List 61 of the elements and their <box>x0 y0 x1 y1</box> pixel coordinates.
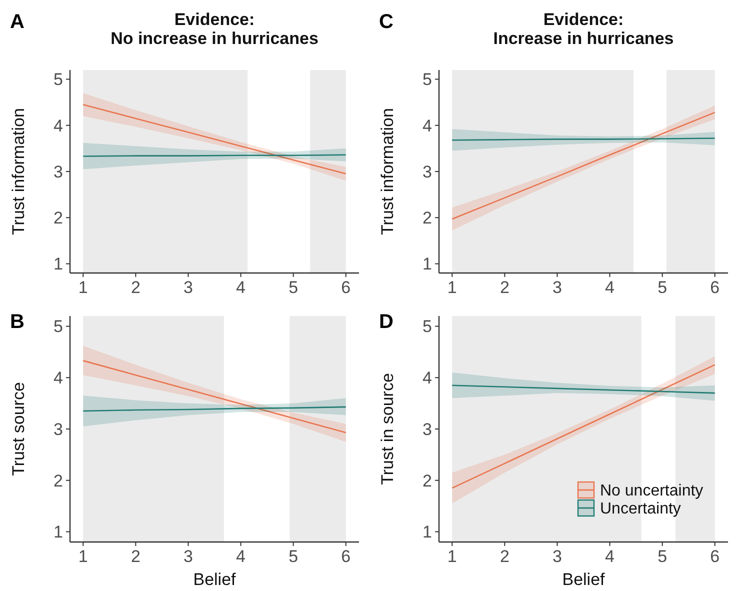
x-tick-label: 5 <box>288 547 298 566</box>
y-tick-label: 1 <box>54 254 63 274</box>
x-tick-label: 3 <box>183 278 193 297</box>
y-tick-label: 4 <box>422 368 432 388</box>
line-series <box>82 104 347 174</box>
chart-title: Evidence: No increase in hurricanes <box>110 10 318 48</box>
x-tick-label: 3 <box>183 547 193 566</box>
x-tick-label: 4 <box>605 278 615 297</box>
y-axis-title: Trust in source <box>378 373 397 485</box>
line-series <box>82 360 347 434</box>
text: A <box>10 11 24 33</box>
y-tick-label: 4 <box>54 368 63 388</box>
x-tick-label: 1 <box>78 547 88 566</box>
x-tick-label: 5 <box>288 278 298 297</box>
line-series <box>451 384 716 394</box>
y-tick-label: 1 <box>422 254 432 274</box>
y-tick-label: 1 <box>422 522 432 542</box>
x-tick-label: 2 <box>130 278 140 297</box>
y-tick-label: 3 <box>422 420 432 439</box>
y-tick-label: 4 <box>54 116 63 136</box>
x-tick-label: 5 <box>658 547 668 566</box>
text: B <box>10 311 24 333</box>
x-tick-label: 6 <box>341 547 351 566</box>
y-tick-label: 2 <box>54 208 63 228</box>
y-tick-label: 5 <box>422 70 432 90</box>
y-axis-title: Trust information <box>9 108 28 235</box>
x-tick-label: 2 <box>500 278 510 297</box>
y-tick-label: 1 <box>54 522 63 542</box>
y-axis-title: Trust source <box>9 382 28 476</box>
x-tick-label: 2 <box>500 547 510 566</box>
y-tick-label: 5 <box>422 317 432 336</box>
x-tick-label: 6 <box>710 547 720 566</box>
x-tick-label: 1 <box>447 278 457 297</box>
x-axis-title: Belief <box>562 570 606 589</box>
y-tick-label: 3 <box>54 420 63 439</box>
y-axis-title: Trust information <box>378 108 397 235</box>
x-tick-label: 3 <box>552 547 562 566</box>
x-tick-label: 4 <box>236 547 246 566</box>
y-tick-label: 4 <box>422 116 432 136</box>
y-tick-label: 2 <box>422 208 432 228</box>
text: C <box>379 11 394 33</box>
y-tick-label: 3 <box>422 162 432 182</box>
y-tick-label: 2 <box>54 471 63 490</box>
x-tick-label: 5 <box>658 278 668 297</box>
text: D <box>379 311 394 333</box>
y-tick-label: 5 <box>54 317 63 336</box>
x-tick-label: 4 <box>605 547 615 566</box>
x-tick-label: 4 <box>236 278 246 297</box>
x-tick-label: 2 <box>130 547 140 566</box>
x-tick-label: 6 <box>341 278 351 297</box>
legend-label: No uncertainty <box>600 482 704 500</box>
x-tick-label: 6 <box>710 278 720 297</box>
y-tick-label: 3 <box>54 162 63 182</box>
chart-title: Evidence: Increase in hurricanes <box>493 10 674 48</box>
legend-label: Uncertainty <box>600 500 681 518</box>
x-tick-label: 1 <box>447 547 457 566</box>
y-tick-label: 5 <box>54 70 63 90</box>
x-axis-title: Belief <box>193 570 236 589</box>
y-tick-label: 2 <box>422 471 432 490</box>
x-tick-label: 1 <box>78 278 88 297</box>
x-tick-label: 3 <box>552 278 562 297</box>
